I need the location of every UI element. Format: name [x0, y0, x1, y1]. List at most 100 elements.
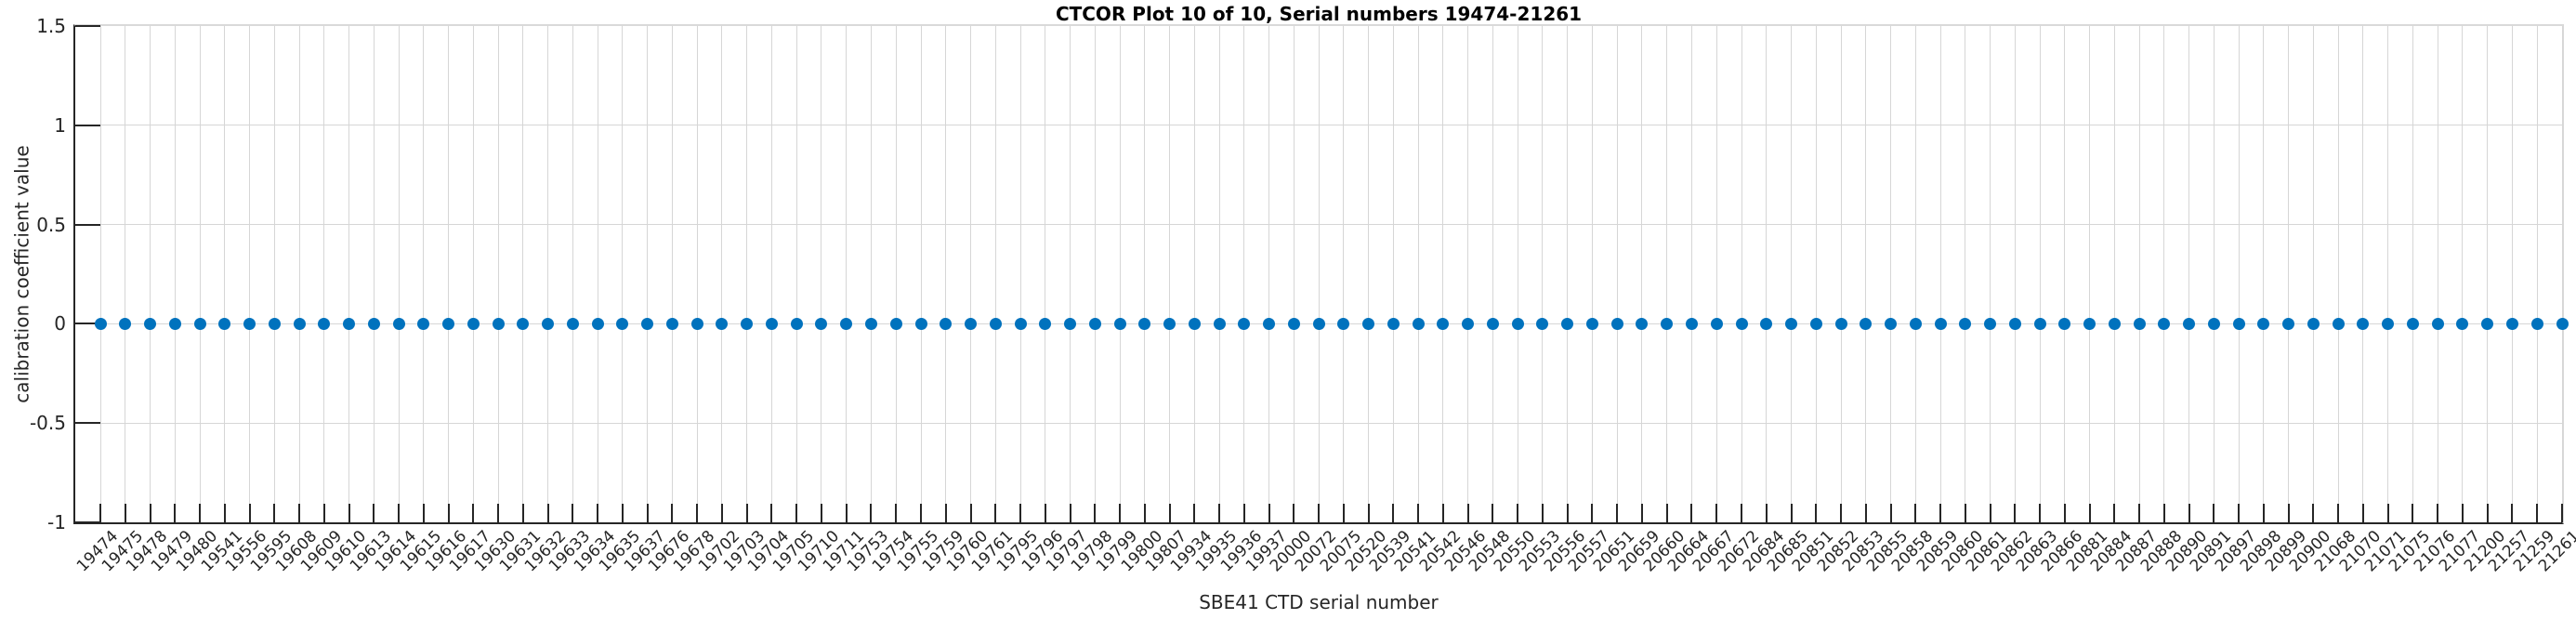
- data-point: [1934, 317, 1947, 330]
- x-gridline: [398, 26, 400, 522]
- x-tick-mark: [1367, 504, 1370, 522]
- x-tick-mark: [2113, 504, 2116, 522]
- x-gridline: [2312, 26, 2314, 522]
- x-gridline: [696, 26, 698, 522]
- x-gridline: [2064, 26, 2066, 522]
- data-point: [741, 317, 754, 330]
- x-tick-mark: [298, 504, 301, 522]
- x-tick-mark: [223, 504, 226, 522]
- x-gridline: [1990, 26, 1991, 522]
- data-point: [1561, 317, 1574, 330]
- data-point: [840, 317, 853, 330]
- x-tick-mark: [795, 504, 798, 522]
- x-tick-mark: [2486, 504, 2489, 522]
- x-axis-label: SBE41 CTD serial number: [1199, 591, 1439, 613]
- x-tick-mark: [2337, 504, 2340, 522]
- x-gridline: [1865, 26, 1867, 522]
- x-gridline: [199, 26, 201, 522]
- x-gridline: [1840, 26, 1842, 522]
- x-gridline: [1218, 26, 1220, 522]
- x-tick-mark: [1466, 504, 1469, 522]
- x-gridline: [1318, 26, 1320, 522]
- x-tick-mark: [1989, 504, 1991, 522]
- y-tick-label: 0: [54, 312, 66, 336]
- data-point: [1138, 317, 1151, 330]
- data-point: [616, 317, 629, 330]
- x-tick-mark: [199, 504, 202, 522]
- x-tick-mark: [1392, 504, 1395, 522]
- data-point: [1039, 317, 1052, 330]
- data-point: [2530, 317, 2543, 330]
- x-tick-mark: [1218, 504, 1221, 522]
- x-gridline: [1343, 26, 1345, 522]
- x-tick-mark: [845, 504, 848, 522]
- x-gridline: [2188, 26, 2190, 522]
- x-tick-mark: [322, 504, 325, 522]
- x-tick-mark: [2138, 504, 2141, 522]
- x-tick-mark: [1741, 504, 1742, 522]
- x-gridline: [1268, 26, 1270, 522]
- data-point: [1263, 317, 1276, 330]
- data-point: [218, 317, 231, 330]
- x-tick-mark: [1840, 504, 1843, 522]
- x-tick-mark: [99, 504, 101, 522]
- data-point: [2431, 317, 2444, 330]
- x-gridline: [1019, 26, 1021, 522]
- data-point: [417, 317, 430, 330]
- data-point: [392, 317, 405, 330]
- x-gridline: [448, 26, 450, 522]
- data-point: [1536, 317, 1549, 330]
- data-point: [1809, 317, 1822, 330]
- data-point: [2207, 317, 2220, 330]
- data-point: [914, 317, 927, 330]
- x-tick-mark: [2386, 504, 2389, 522]
- x-tick-mark: [1517, 504, 1519, 522]
- x-tick-mark: [1293, 504, 1295, 522]
- x-tick-mark: [248, 504, 251, 522]
- x-gridline: [572, 26, 573, 522]
- x-tick-mark: [1094, 504, 1097, 522]
- data-point: [1834, 317, 1847, 330]
- x-tick-mark: [969, 504, 972, 522]
- x-gridline: [2138, 26, 2140, 522]
- data-point: [1014, 317, 1027, 330]
- x-gridline: [870, 26, 872, 522]
- data-point: [2083, 317, 2096, 330]
- x-tick-mark: [373, 504, 375, 522]
- x-gridline: [846, 26, 848, 522]
- x-tick-mark: [447, 504, 450, 522]
- data-point: [591, 317, 604, 330]
- data-point: [318, 317, 331, 330]
- x-gridline: [1492, 26, 1493, 522]
- x-tick-mark: [472, 504, 475, 522]
- data-point: [940, 317, 953, 330]
- x-tick-mark: [1939, 504, 1942, 522]
- data-point: [1337, 317, 1350, 330]
- data-point: [2456, 317, 2469, 330]
- x-gridline: [2288, 26, 2290, 522]
- chart-title: CTCOR Plot 10 of 10, Serial numbers 1947…: [1055, 3, 1583, 25]
- data-point: [2357, 317, 2370, 330]
- data-point: [2183, 317, 2196, 330]
- x-gridline: [1243, 26, 1245, 522]
- data-point: [641, 317, 654, 330]
- x-tick-mark: [2188, 504, 2190, 522]
- x-gridline: [2039, 26, 2041, 522]
- data-point: [1387, 317, 1400, 330]
- x-gridline: [1666, 26, 1668, 522]
- y-tick-mark: [75, 124, 100, 126]
- x-gridline: [2362, 26, 2364, 522]
- data-point: [2505, 317, 2518, 330]
- y-tick-label: 0.5: [36, 213, 66, 236]
- x-tick-mark: [2511, 504, 2514, 522]
- x-tick-mark: [770, 504, 773, 522]
- data-point: [442, 317, 455, 330]
- x-gridline: [2511, 26, 2513, 522]
- y-tick-mark: [75, 25, 100, 27]
- x-gridline: [1442, 26, 1444, 522]
- data-point: [2058, 317, 2071, 330]
- x-gridline: [2263, 26, 2265, 522]
- data-point: [1412, 317, 1425, 330]
- data-point: [1213, 317, 1226, 330]
- x-tick-mark: [1268, 504, 1270, 522]
